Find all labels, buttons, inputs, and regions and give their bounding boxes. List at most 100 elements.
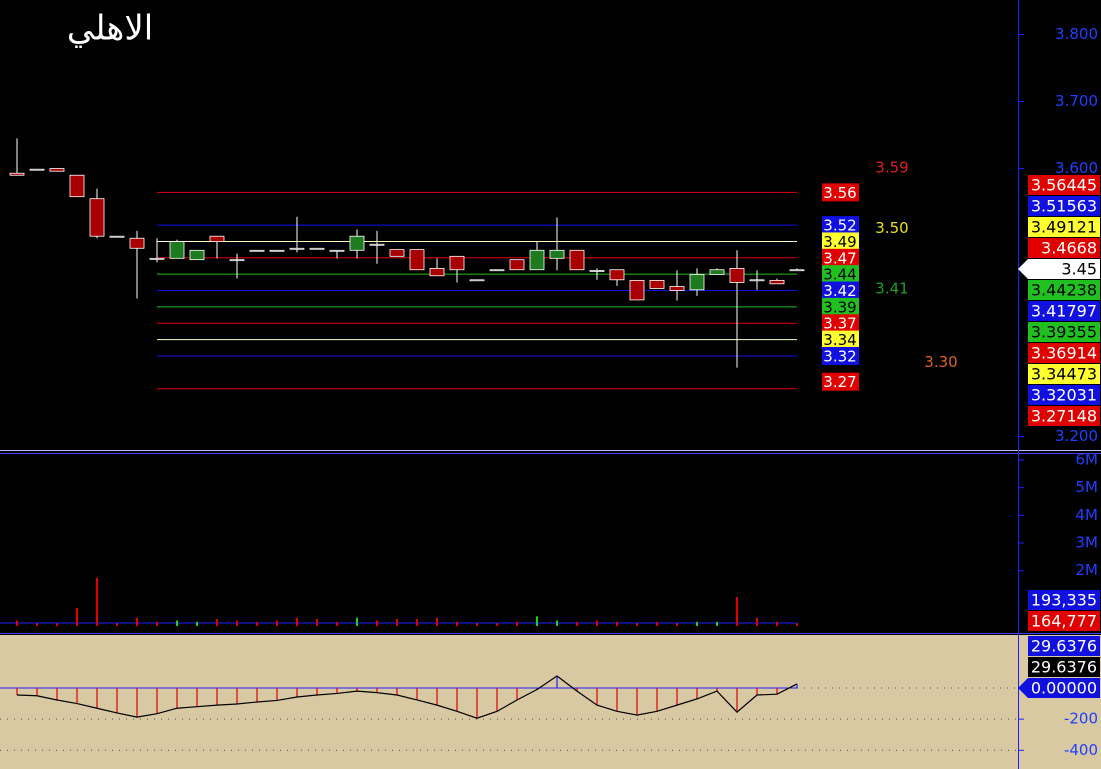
axis-tag-label: 3.51563 xyxy=(1031,197,1097,216)
axis-tag-label: 3.44238 xyxy=(1031,281,1097,300)
volume-pane xyxy=(0,453,1101,633)
volume-bar xyxy=(236,620,238,626)
price-pane xyxy=(0,0,1101,452)
y-tick-label: 3.600 xyxy=(1055,159,1098,177)
y-tick-label: -200 xyxy=(1064,710,1098,728)
candle-body xyxy=(329,249,345,252)
level-label: 3.34 xyxy=(823,331,856,349)
volume-bar xyxy=(476,623,478,626)
chart-title: الاهلي xyxy=(67,9,153,49)
candle-body xyxy=(689,274,705,291)
volume-bar xyxy=(496,623,498,626)
annotation: 3.50 xyxy=(875,219,908,237)
volume-bar xyxy=(776,621,778,626)
candle-body xyxy=(669,286,685,291)
volume-bar xyxy=(796,623,798,626)
axis-tag xyxy=(1028,259,1100,279)
candle-body xyxy=(409,249,425,271)
candle-body xyxy=(389,249,405,257)
axis-tag-label: 29.6376 xyxy=(1031,637,1097,656)
candle-body xyxy=(789,269,805,272)
y-tick-label: 3.800 xyxy=(1055,25,1098,43)
axis-tag-label: 3.27148 xyxy=(1031,407,1097,426)
candle-body xyxy=(309,247,325,250)
axis-tag xyxy=(1028,238,1100,258)
volume-bar xyxy=(756,617,758,626)
axis-tag xyxy=(1028,657,1100,677)
annotation: 3.30 xyxy=(924,353,957,371)
candle-body xyxy=(509,259,525,271)
candle-body xyxy=(69,174,85,198)
volume-bar xyxy=(396,619,398,626)
candle-body xyxy=(269,249,285,252)
level-label-box xyxy=(822,216,859,235)
annotation: 3.41 xyxy=(875,279,908,297)
level-label: 3.42 xyxy=(823,282,856,300)
volume-bar xyxy=(516,621,518,626)
tag-arrow xyxy=(1018,259,1028,279)
level-label: 3.47 xyxy=(823,249,856,267)
candle-body xyxy=(549,249,565,259)
axis-tag xyxy=(1028,196,1100,216)
level-label: 3.49 xyxy=(823,233,856,251)
tag-arrow xyxy=(1018,678,1028,698)
candle-body xyxy=(29,168,45,171)
level-label-box xyxy=(822,232,859,251)
level-label-box xyxy=(822,314,859,333)
candle-body xyxy=(629,280,645,301)
volume-bar xyxy=(696,621,698,626)
volume-bar xyxy=(256,621,258,626)
candle-body xyxy=(369,243,385,246)
volume-bar xyxy=(376,620,378,626)
volume-bar xyxy=(536,616,538,626)
axis-tag xyxy=(1028,678,1100,698)
y-tick-label: 3.200 xyxy=(1055,427,1098,445)
candle-body xyxy=(9,172,25,176)
axis-tag-label: 3.45 xyxy=(1061,260,1097,279)
candle-body xyxy=(429,267,445,277)
axis-tag xyxy=(1028,343,1100,363)
axis-tag-label: 3.56445 xyxy=(1031,176,1097,195)
level-label-box xyxy=(822,346,859,365)
axis-tag xyxy=(1028,636,1100,656)
volume-bar xyxy=(416,619,418,626)
axis-tag xyxy=(1028,217,1100,237)
volume-bar xyxy=(76,608,78,626)
axis-tag xyxy=(1028,280,1100,300)
candle-body xyxy=(609,269,625,281)
volume-bar xyxy=(616,621,618,626)
level-label: 3.39 xyxy=(823,298,856,316)
level-label: 3.56 xyxy=(823,184,856,202)
level-label-box xyxy=(822,330,859,349)
candle-body xyxy=(229,259,245,262)
axis-tag xyxy=(1028,364,1100,384)
axis-tag xyxy=(1028,322,1100,342)
candle-body xyxy=(569,249,585,271)
volume-bar xyxy=(656,621,658,626)
volume-bar xyxy=(176,620,178,626)
candle-body xyxy=(349,235,365,251)
axis-tag xyxy=(1028,406,1100,426)
axis-tag-label: 3.32031 xyxy=(1031,386,1097,405)
axis-tag xyxy=(1028,301,1100,321)
volume-bar xyxy=(96,577,98,626)
candle-body xyxy=(89,198,105,237)
level-label-box xyxy=(822,183,859,202)
volume-bar xyxy=(436,617,438,626)
volume-bar xyxy=(356,617,358,626)
axis-tag-label: 3.34473 xyxy=(1031,365,1097,384)
volume-bar xyxy=(276,620,278,626)
axis-tag-label: 3.49121 xyxy=(1031,218,1097,237)
volume-bar xyxy=(216,619,218,626)
candle-body xyxy=(769,280,785,285)
candle-body xyxy=(169,241,185,259)
axis-tag-label: 3.36914 xyxy=(1031,344,1097,363)
volume-bar xyxy=(156,621,158,626)
level-label-box xyxy=(822,281,859,300)
y-tick-label: 2M xyxy=(1076,561,1099,579)
candle-body xyxy=(209,235,225,242)
candle-body xyxy=(249,249,265,252)
y-tick-label: 3.700 xyxy=(1055,92,1098,110)
y-tick-label: 5M xyxy=(1076,478,1099,496)
